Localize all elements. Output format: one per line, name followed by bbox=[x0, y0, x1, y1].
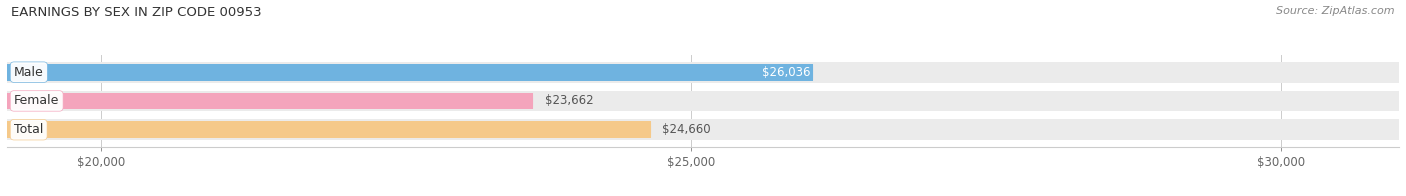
Bar bbox=[7, 121, 651, 138]
Bar bbox=[7, 93, 533, 109]
Text: $26,036: $26,036 bbox=[762, 66, 811, 79]
Text: Female: Female bbox=[14, 94, 59, 107]
Bar bbox=[7, 91, 1399, 111]
Text: EARNINGS BY SEX IN ZIP CODE 00953: EARNINGS BY SEX IN ZIP CODE 00953 bbox=[11, 6, 262, 19]
Bar bbox=[7, 64, 814, 81]
Bar bbox=[7, 119, 1399, 140]
Text: Source: ZipAtlas.com: Source: ZipAtlas.com bbox=[1277, 6, 1395, 16]
Text: $23,662: $23,662 bbox=[544, 94, 593, 107]
Text: Male: Male bbox=[14, 66, 44, 79]
Text: Total: Total bbox=[14, 123, 44, 136]
Text: $24,660: $24,660 bbox=[662, 123, 711, 136]
Bar bbox=[7, 62, 1399, 83]
